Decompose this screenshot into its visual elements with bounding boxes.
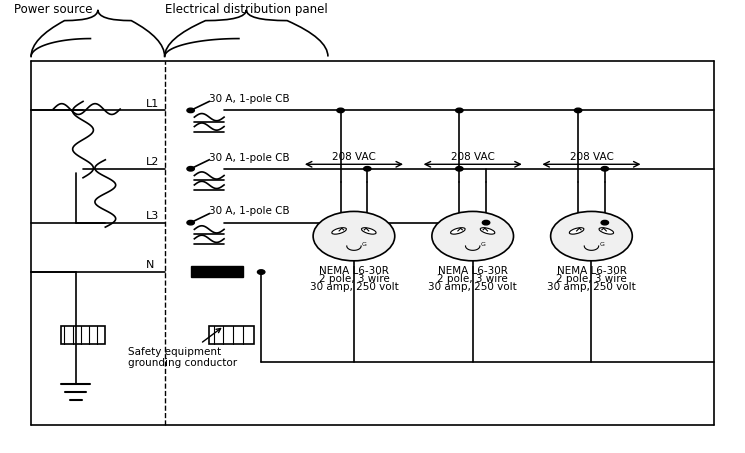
Ellipse shape: [481, 228, 495, 234]
Circle shape: [337, 108, 344, 113]
Circle shape: [364, 167, 371, 171]
Ellipse shape: [451, 228, 465, 234]
Text: 30 amp, 250 volt: 30 amp, 250 volt: [547, 282, 635, 292]
Circle shape: [482, 221, 489, 225]
Circle shape: [601, 221, 609, 225]
Text: 2 pole, 3 wire: 2 pole, 3 wire: [556, 274, 627, 284]
Text: NEMA L6-30R: NEMA L6-30R: [438, 265, 507, 276]
Text: NEMA L6-30R: NEMA L6-30R: [319, 265, 389, 276]
Text: 208 VAC: 208 VAC: [332, 152, 376, 162]
Circle shape: [313, 212, 395, 261]
Circle shape: [551, 212, 633, 261]
Circle shape: [258, 270, 265, 274]
Text: N: N: [146, 260, 154, 270]
Text: L1: L1: [146, 99, 159, 109]
Text: 2 pole, 3 wire: 2 pole, 3 wire: [319, 274, 390, 284]
Text: 30 A, 1-pole CB: 30 A, 1-pole CB: [209, 94, 290, 104]
Ellipse shape: [569, 228, 584, 234]
Circle shape: [456, 167, 463, 171]
Circle shape: [601, 167, 609, 171]
Bar: [209, 326, 254, 344]
Text: 30 amp, 250 volt: 30 amp, 250 volt: [428, 282, 517, 292]
Text: L2: L2: [146, 157, 159, 167]
Text: 2 pole, 3 wire: 2 pole, 3 wire: [437, 274, 508, 284]
Text: G: G: [481, 242, 486, 247]
Text: L3: L3: [146, 211, 159, 221]
Text: 30 A, 1-pole CB: 30 A, 1-pole CB: [209, 153, 290, 163]
Text: 30 A, 1-pole CB: 30 A, 1-pole CB: [209, 207, 290, 217]
Text: 208 VAC: 208 VAC: [569, 152, 613, 162]
Ellipse shape: [361, 228, 376, 234]
Ellipse shape: [599, 228, 614, 234]
Text: G: G: [600, 242, 604, 247]
Text: Electrical distribution panel: Electrical distribution panel: [165, 3, 328, 16]
Circle shape: [187, 221, 194, 225]
Circle shape: [187, 108, 194, 113]
Text: 208 VAC: 208 VAC: [451, 152, 495, 162]
Circle shape: [432, 212, 513, 261]
Text: Power source: Power source: [14, 3, 92, 16]
Text: 30 amp, 250 volt: 30 amp, 250 volt: [310, 282, 399, 292]
Bar: [61, 326, 105, 344]
Text: G: G: [362, 242, 367, 247]
Circle shape: [187, 167, 194, 171]
Circle shape: [456, 108, 463, 113]
Text: NEMA L6-30R: NEMA L6-30R: [557, 265, 627, 276]
Ellipse shape: [332, 228, 346, 234]
Circle shape: [574, 108, 582, 113]
Bar: [191, 266, 243, 277]
Text: Safety equipment
grounding conductor: Safety equipment grounding conductor: [127, 328, 237, 368]
